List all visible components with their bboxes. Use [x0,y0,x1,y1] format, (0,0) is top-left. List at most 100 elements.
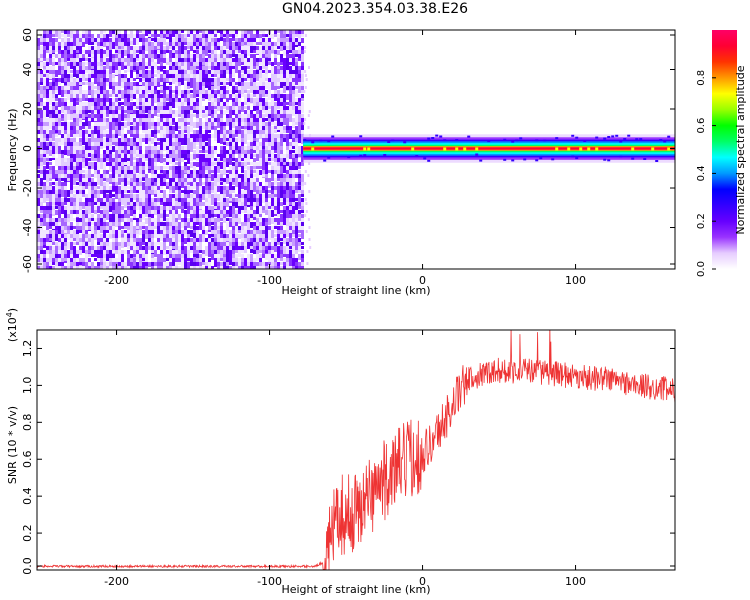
noise-cell [265,94,268,97]
noise-cell [109,62,112,68]
noise-cell [133,186,136,193]
noise-cell [166,198,169,202]
noise-cell [298,186,301,191]
noise-cell [301,194,304,197]
noise-cell [121,242,124,248]
noise-cell [184,38,187,44]
noise-cell [190,146,193,152]
noise-cell [130,162,133,167]
noise-cell [169,206,172,211]
noise-cell [223,110,226,115]
noise-cell [175,114,178,117]
noise-cell [130,146,133,153]
noise-cell [79,186,82,190]
noise-cell [163,206,166,213]
noise-cell [55,202,58,205]
noise-cell [223,66,226,71]
noise-cell [247,62,250,69]
noise-cell [202,50,205,57]
noise-cell [217,66,220,72]
noise-cell [238,198,241,205]
noise-cell [88,54,91,57]
noise-cell [136,174,139,180]
noise-cell [223,202,226,208]
noise-cell [43,262,46,269]
noise-cell [256,98,259,102]
noise-cell [124,74,127,78]
band-blob [663,140,667,143]
noise-cell [298,238,301,243]
noise-cell [298,86,301,93]
colorbar-tick-label: 0.2 [696,213,707,229]
noise-cell [274,34,277,37]
noise-cell [133,262,136,267]
noise-cell [124,34,127,40]
noise-cell [118,138,121,142]
noise-cell [253,74,256,78]
noise-cell [190,70,193,74]
noise-cell [91,246,94,252]
noise-cell [103,162,106,169]
noise-cell [145,66,148,69]
noise-cell [70,122,73,127]
noise-cell [49,126,52,129]
noise-cell [154,234,157,237]
noise-cell [175,90,178,94]
noise-cell [241,266,244,269]
noise-cell [214,226,217,232]
noise-cell [67,190,70,197]
noise-cell [292,122,295,127]
noise-cell [139,30,142,33]
noise-cell [154,86,157,90]
noise-cell [247,98,250,104]
noise-cell [157,186,160,191]
noise-cell [166,130,169,137]
noise-cell [40,162,43,167]
noise-cell [103,246,106,253]
noise-cell [130,262,133,269]
noise-cell [283,82,286,89]
noise-cell [292,194,295,200]
noise-cell [133,206,136,212]
noise-cell [250,46,253,53]
noise-cell [127,230,130,233]
noise-cell [202,94,205,98]
noise-cell [103,62,106,65]
band-blob [627,134,631,137]
noise-cell [259,202,262,209]
noise-cell [244,198,247,208]
noise-cell [43,258,46,262]
noise-cell [73,134,76,139]
noise-cell [52,250,55,259]
noise-cell [241,206,244,211]
noise-cell [217,122,220,128]
noise-cell [160,250,163,256]
noise-cell [181,170,184,175]
noise-cell [145,70,148,74]
noise-cell [235,86,238,92]
noise-cell [280,194,283,198]
noise-cell [175,82,178,86]
noise-cell [124,186,127,192]
noise-cell [82,50,85,53]
noise-cell [220,74,223,81]
noise-cell [271,202,274,209]
noise-cell [46,218,49,222]
noise-cell [100,234,103,239]
noise-cell [175,38,178,44]
noise-cell [160,266,163,269]
noise-cell [193,70,196,74]
noise-cell [163,178,166,184]
noise-cell [103,102,106,109]
noise-cell [208,126,211,129]
noise-cell [139,34,142,39]
noise-cell [298,266,301,269]
noise-cell [112,266,115,269]
noise-cell [238,182,241,191]
noise-cell [289,78,292,84]
noise-cell [46,86,49,89]
noise-cell [148,122,151,129]
noise-cell [253,174,256,177]
noise-cell [268,214,271,218]
noise-cell [214,158,217,161]
